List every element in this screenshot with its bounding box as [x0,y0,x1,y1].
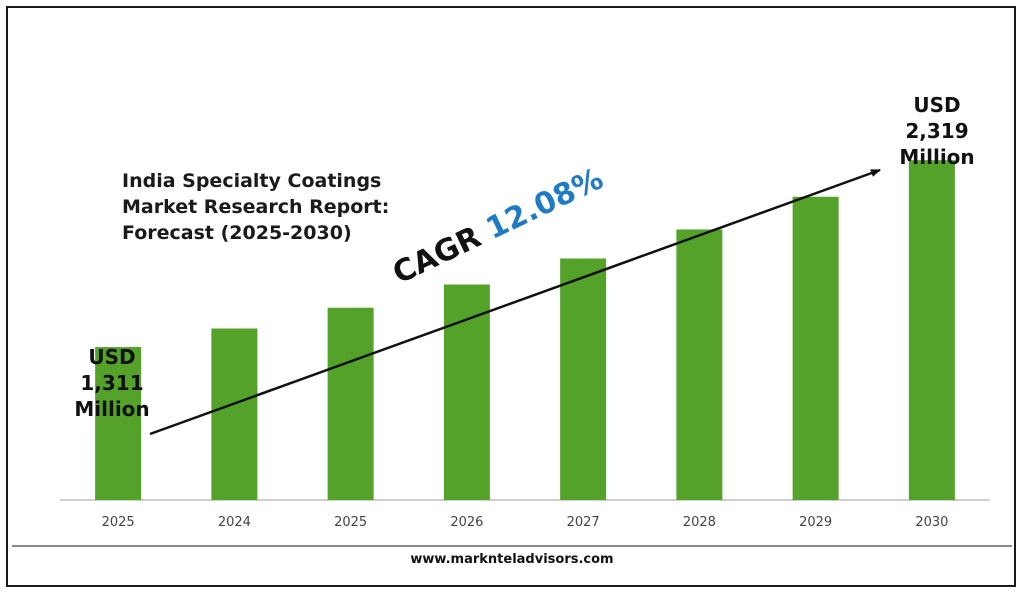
x-tick-label-7: 2030 [915,515,948,530]
bar-2 [327,307,374,500]
bar-0 [95,347,142,500]
bar-3 [443,284,490,500]
start-unit: Million [74,397,150,421]
x-tick-label-1: 2024 [218,515,251,530]
x-tick-label-5: 2028 [683,515,716,530]
footer-website: www.marknteladvisors.com [410,552,614,567]
end-value-annotation: USD 2,319 Million [882,92,992,170]
start-amount: 1,311 [80,371,144,395]
chart-title: India Specialty Coatings Market Research… [122,168,442,246]
start-currency: USD [88,345,136,369]
x-tick-label-3: 2026 [450,515,483,530]
end-amount: 2,319 [905,119,969,143]
bar-4 [560,258,607,500]
chart-frame [6,6,1016,587]
x-tick-label-6: 2029 [799,515,832,530]
footer-divider [12,545,1012,547]
end-unit: Million [899,145,975,169]
growth-arrow [149,168,881,436]
title-line-2: Market Research Report: [122,196,390,218]
x-tick-label-2: 2025 [334,515,367,530]
title-line-3: Forecast (2025-2030) [122,222,352,244]
bar-6 [792,196,839,501]
end-currency: USD [913,93,961,117]
start-value-annotation: USD 1,311 Million [62,344,162,422]
bar-1 [211,328,258,500]
x-tick-label-4: 2027 [567,515,600,530]
bar-5 [676,229,723,500]
title-line-1: India Specialty Coatings [122,170,382,192]
x-tick-label-0: 2025 [102,515,135,530]
bar-7 [908,160,955,500]
